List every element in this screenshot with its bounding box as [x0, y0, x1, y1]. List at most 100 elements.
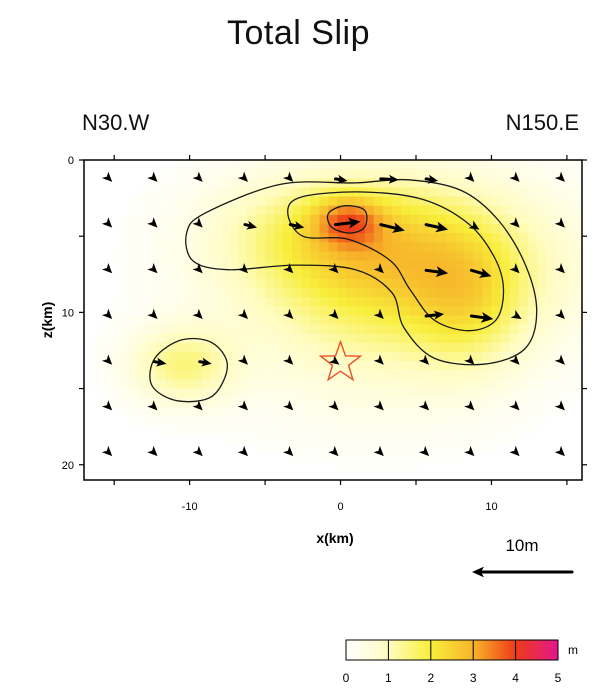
heatmap-cell — [237, 251, 248, 262]
heatmap-cell — [355, 406, 366, 417]
heatmap-cell — [473, 178, 483, 189]
heatmap-cell — [446, 233, 456, 243]
heatmap-cell — [428, 242, 438, 253]
heatmap-cell — [428, 269, 438, 280]
heatmap-cell — [310, 352, 321, 362]
heatmap-cell — [382, 260, 393, 271]
heatmap-cell — [382, 370, 393, 381]
heatmap-cell — [111, 306, 121, 317]
heatmap-cell — [265, 333, 275, 344]
heatmap-cell — [346, 452, 357, 463]
heatmap-cell — [400, 160, 411, 170]
heatmap-cell — [373, 443, 384, 454]
heatmap-cell — [183, 278, 194, 289]
heatmap-cell — [572, 205, 582, 216]
heatmap-cell — [210, 297, 221, 307]
heatmap-cell — [518, 178, 529, 189]
heatmap-cell — [246, 288, 257, 298]
heatmap-cell — [310, 342, 321, 353]
heatmap-cell — [364, 196, 375, 207]
heatmap-cell — [382, 214, 393, 225]
heatmap-cell — [391, 233, 402, 243]
heatmap-cell — [455, 233, 465, 243]
heatmap-cell — [382, 278, 393, 289]
heatmap-cell — [554, 370, 565, 381]
heatmap-cell — [464, 324, 474, 335]
heatmap-cell — [328, 214, 339, 225]
heatmap-cell — [93, 333, 103, 344]
heatmap-cell — [545, 315, 556, 326]
heatmap-cell — [265, 169, 275, 179]
heatmap-cell — [373, 160, 384, 170]
heatmap-cell — [246, 324, 257, 335]
heatmap-cell — [563, 333, 574, 344]
heatmap-cell — [192, 269, 203, 280]
heatmap-cell — [428, 278, 438, 289]
heatmap-cell — [373, 352, 384, 362]
heatmap-cell — [328, 205, 339, 216]
heatmap-cell — [364, 406, 375, 417]
heatmap-cell — [228, 160, 239, 170]
heatmap-cell — [165, 269, 176, 280]
heatmap-cell — [256, 205, 266, 216]
heatmap-cell — [409, 242, 420, 253]
heatmap-cell — [464, 178, 474, 189]
slip-vector — [192, 263, 203, 274]
heatmap-cell — [228, 333, 239, 344]
heatmap-cell — [165, 306, 176, 317]
heatmap-cell — [373, 214, 384, 225]
heatmap-cell — [419, 452, 429, 463]
heatmap-cell — [491, 443, 502, 454]
heatmap-cell — [283, 443, 293, 454]
heatmap-cell — [138, 379, 148, 390]
heatmap-cell — [509, 214, 520, 225]
slip-vector — [147, 217, 158, 228]
heatmap-cell — [328, 416, 339, 426]
heatmap-cell — [156, 352, 167, 362]
heatmap-cell — [138, 388, 148, 399]
heatmap-cell — [491, 160, 502, 170]
heatmap-cell — [572, 251, 582, 262]
heatmap-cell — [437, 397, 447, 408]
heatmap-cell — [554, 333, 565, 344]
heatmap-cell — [464, 388, 474, 399]
heatmap-cell — [337, 443, 348, 454]
heatmap-cell — [563, 214, 574, 225]
heatmap-cell — [437, 352, 447, 362]
heatmap-cell — [210, 278, 221, 289]
heatmap-cell — [391, 169, 402, 179]
heatmap-cell — [428, 297, 438, 307]
heatmap-cell — [563, 388, 574, 399]
heatmap-cell — [120, 278, 130, 289]
heatmap-cell — [500, 205, 511, 216]
heatmap-cell — [391, 306, 402, 317]
heatmap-cell — [518, 416, 529, 426]
heatmap-cell — [355, 425, 366, 435]
heatmap-cell — [364, 352, 375, 362]
heatmap-cell — [527, 233, 538, 243]
heatmap-cell — [482, 196, 493, 207]
heatmap-cell — [518, 251, 529, 262]
heatmap-cell — [572, 361, 582, 371]
heatmap-cell — [482, 406, 493, 417]
heatmap-cell — [582, 334, 592, 344]
heatmap-cell — [337, 352, 348, 362]
heatmap-cell — [228, 306, 239, 317]
heatmap-cell — [292, 205, 302, 216]
heatmap-cell — [527, 342, 538, 353]
heatmap-cell — [237, 205, 248, 216]
heatmap-cell — [563, 342, 574, 353]
heatmap-cell — [491, 233, 502, 243]
heatmap-cell — [292, 406, 302, 417]
heatmap-cell — [364, 288, 375, 298]
slip-vector — [469, 312, 494, 323]
heatmap-cell — [464, 160, 474, 170]
slip-vector — [283, 354, 294, 365]
heatmap-cell — [419, 425, 429, 435]
heatmap-cell — [437, 388, 447, 399]
heatmap-cell — [292, 425, 302, 435]
heatmap-cell — [400, 379, 411, 390]
heatmap-cell — [310, 443, 321, 454]
heatmap-cell — [382, 397, 393, 408]
heatmap-cell — [310, 196, 321, 207]
